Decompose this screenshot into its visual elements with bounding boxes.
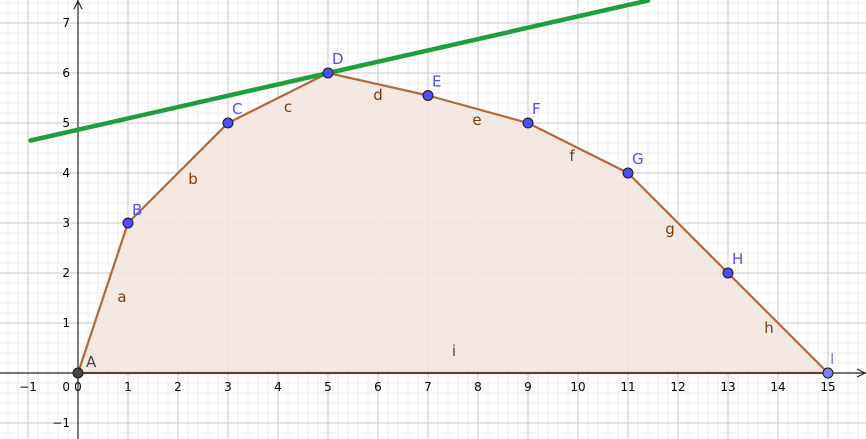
point-label-F: F — [532, 100, 541, 118]
x-tick-label: 13 — [720, 380, 735, 394]
tangent-line-stroke[interactable] — [28, 0, 651, 143]
x-tick-label: 7 — [424, 380, 432, 394]
point-A[interactable] — [72, 367, 84, 379]
point-C[interactable] — [222, 117, 234, 129]
segment-e[interactable] — [426, 94, 530, 125]
segment-label-a: a — [117, 288, 126, 306]
segment-label-g: g — [665, 220, 675, 238]
segment-a[interactable] — [76, 221, 130, 375]
segment-b[interactable] — [126, 121, 230, 225]
y-tick-label: −1 — [52, 416, 70, 430]
point-label-C: C — [232, 100, 242, 118]
x-tick-label: 9 — [524, 380, 532, 394]
point-label-H: H — [732, 250, 743, 268]
point-D[interactable] — [322, 67, 334, 79]
y-tick-label: 7 — [62, 16, 70, 30]
y-tick-label: 1 — [62, 316, 70, 330]
point-E[interactable] — [422, 90, 434, 101]
x-tick-label: −1 — [19, 380, 37, 394]
y-tick-label: 3 — [62, 216, 70, 230]
segment-label-b: b — [188, 170, 198, 188]
segment-label-f: f — [569, 147, 575, 165]
y-tick-label: 6 — [62, 66, 70, 80]
point-label-A: A — [86, 353, 97, 371]
y-axis-arrow — [73, 0, 83, 10]
point-H[interactable] — [722, 267, 734, 279]
segment-label-h: h — [764, 319, 774, 337]
x-tick-label: 4 — [274, 380, 282, 394]
x-tick-label: 11 — [620, 380, 635, 394]
point-label-D: D — [332, 50, 344, 68]
x-tick-label: 2 — [174, 380, 182, 394]
x-tick-label: 5 — [324, 380, 332, 394]
segment-label-d: d — [373, 86, 383, 104]
point-G[interactable] — [622, 167, 634, 179]
segment-g[interactable] — [626, 171, 730, 275]
segment-labels: a b c d e f g h i — [117, 86, 773, 360]
segment-h[interactable] — [726, 271, 830, 375]
origin-label: 0 — [62, 380, 70, 394]
segment-label-c: c — [284, 98, 292, 116]
point-label-E: E — [432, 73, 441, 91]
point-label-G: G — [632, 150, 644, 168]
points[interactable]: A B C D E F G H I — [72, 50, 834, 379]
x-tick-label: 10 — [570, 380, 585, 394]
x-tick-label: 1 — [124, 380, 132, 394]
point-B[interactable] — [122, 217, 134, 229]
segment-c[interactable] — [226, 71, 330, 125]
point-F[interactable] — [522, 117, 534, 129]
x-tick-label: 14 — [770, 380, 785, 394]
point-label-B: B — [132, 201, 142, 219]
point-label-I: I — [830, 350, 834, 368]
x-tick-label: 12 — [670, 380, 685, 394]
x-tick-label: 8 — [474, 380, 482, 394]
x-tick-label: 6 — [374, 380, 382, 394]
segment-label-e: e — [472, 111, 481, 129]
polygon-fill[interactable] — [78, 73, 828, 373]
tangent-line[interactable] — [28, 0, 651, 143]
x-tick-label: 15 — [820, 380, 835, 394]
y-tick-label: 2 — [62, 266, 70, 280]
segment-d[interactable] — [326, 71, 430, 97]
x-axis-arrow — [856, 368, 866, 378]
x-tick-label: 0 — [74, 380, 82, 394]
segment-label-i: i — [452, 342, 456, 360]
polygon[interactable] — [76, 71, 830, 375]
y-tick-label: 5 — [62, 116, 70, 130]
point-I[interactable] — [822, 367, 834, 379]
segment-f[interactable] — [526, 121, 630, 175]
x-tick-label: 3 — [224, 380, 232, 394]
y-tick-label: 4 — [62, 166, 70, 180]
